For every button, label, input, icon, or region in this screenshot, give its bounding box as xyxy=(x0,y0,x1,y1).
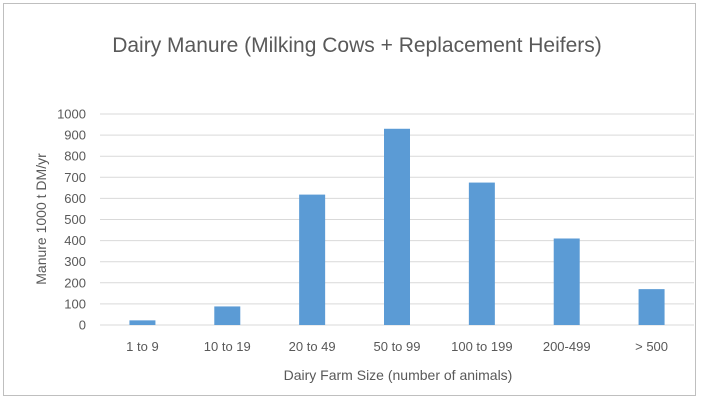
x-tick-label: 100 to 199 xyxy=(451,339,512,354)
y-tick-label: 1000 xyxy=(57,107,86,122)
x-tick-label: 10 to 19 xyxy=(204,339,251,354)
y-tick-label: 300 xyxy=(64,254,86,269)
y-tick-label: 200 xyxy=(64,275,86,290)
chart-title: Dairy Manure (Milking Cows + Replacement… xyxy=(112,34,602,57)
x-tick-label: 20 to 49 xyxy=(289,339,336,354)
bars xyxy=(129,128,665,325)
x-tick-label: 200-499 xyxy=(543,339,591,354)
y-tick-label: 900 xyxy=(64,128,86,143)
x-axis-label: Dairy Farm Size (number of animals) xyxy=(284,367,513,383)
bar xyxy=(129,320,156,325)
y-tick-label: 800 xyxy=(64,149,86,164)
x-tick-labels: 1 to 9 10 to 19 20 to 49 50 to 99 100 to 199… xyxy=(126,339,668,354)
y-tick-label: 100 xyxy=(64,296,86,311)
bar xyxy=(468,182,495,325)
bar xyxy=(638,289,665,325)
y-tick-label: 0 xyxy=(79,318,86,333)
bar xyxy=(384,128,410,325)
y-tick-label: 400 xyxy=(64,233,86,248)
y-tick-label: 600 xyxy=(64,191,86,206)
chart-frame xyxy=(3,3,696,396)
x-tick-label: 1 to 9 xyxy=(126,339,159,354)
y-tick-label: 500 xyxy=(64,212,86,227)
x-tick-label: > 500 xyxy=(635,339,668,354)
bar xyxy=(553,238,580,325)
y-tick-label: 700 xyxy=(64,170,86,185)
bar xyxy=(214,306,241,325)
x-tick-label: 50 to 99 xyxy=(374,339,421,354)
y-tick-labels: 0 100 200 300 400 500 600 700 800 900 1000 xyxy=(57,107,86,333)
bar xyxy=(299,194,326,325)
y-axis-label: Manure 1000 t DM/yr xyxy=(33,153,49,285)
